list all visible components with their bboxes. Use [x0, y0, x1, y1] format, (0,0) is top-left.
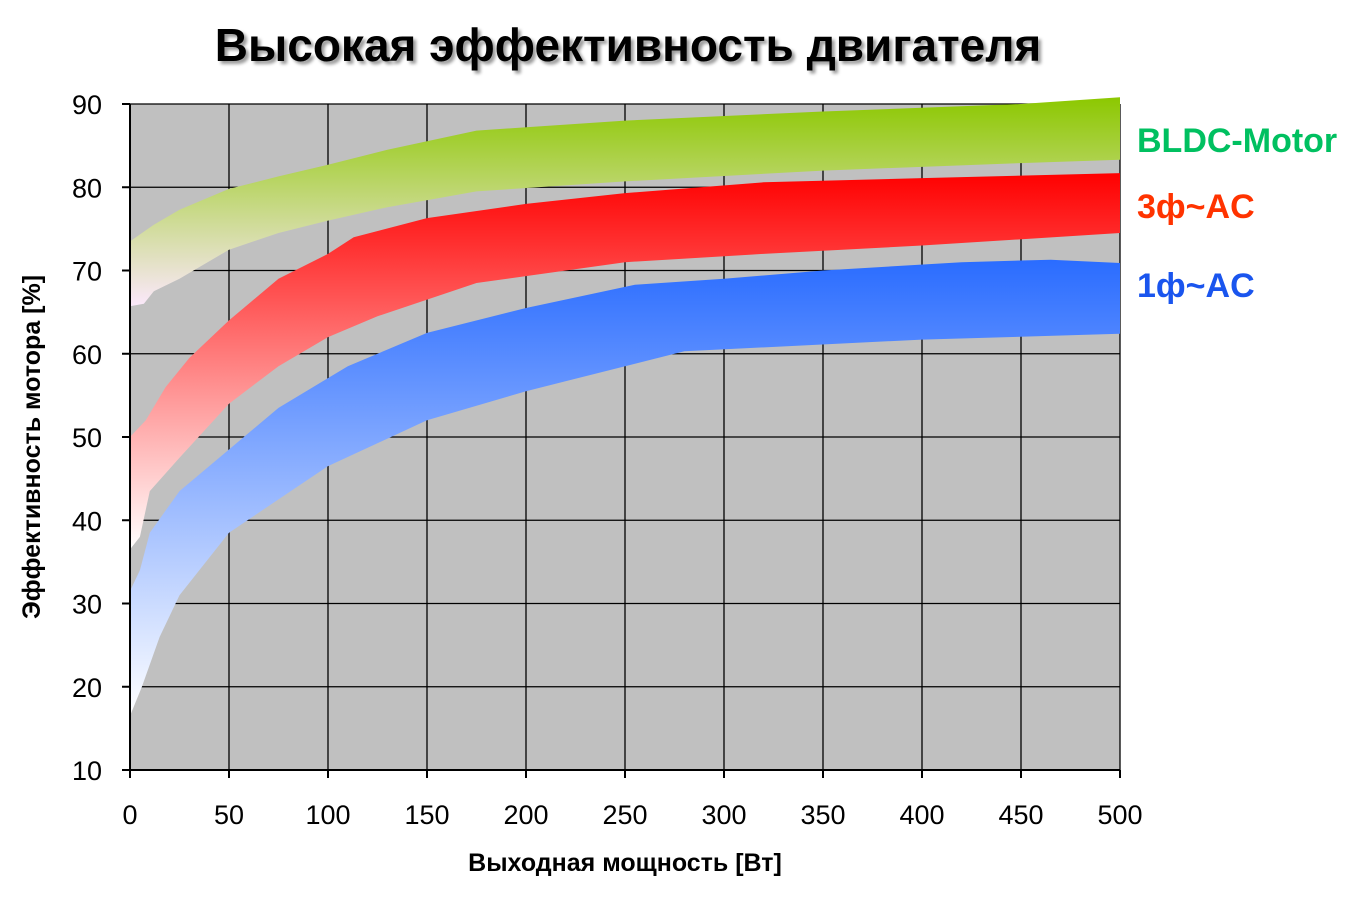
- y-tick-label: 60: [72, 340, 102, 370]
- series-label-2: 3ф~AC: [1137, 188, 1255, 226]
- series-band-2: [130, 173, 1120, 550]
- chart-title: Высокая эффективность двигателя: [214, 19, 1042, 71]
- x-tick-label: 50: [214, 800, 244, 830]
- x-tick-label: 200: [503, 800, 548, 830]
- y-tick-label: 20: [72, 673, 102, 703]
- axes: [122, 103, 1121, 778]
- series-band-1: [130, 97, 1120, 307]
- x-tick-label: 300: [701, 800, 746, 830]
- y-tick-label: 40: [72, 506, 102, 536]
- y-tick-label: 30: [72, 590, 102, 620]
- x-tick-label: 500: [1097, 800, 1142, 830]
- y-tick-label: 80: [72, 173, 102, 203]
- x-tick-label: 0: [122, 800, 137, 830]
- y-tick-label: 70: [72, 257, 102, 287]
- tick-labels: 0 50 100 150 200 250 300 350 400 450 500 10 20 30 40 50…: [72, 90, 1143, 830]
- y-tick-label: 50: [72, 423, 102, 453]
- x-tick-label: 250: [602, 800, 647, 830]
- x-tick-label: 150: [404, 800, 449, 830]
- series-band-3: [130, 259, 1120, 716]
- x-tick-label: 100: [305, 800, 350, 830]
- x-tick-label: 450: [998, 800, 1043, 830]
- x-axis-title: Выходная мощность [Вт]: [468, 849, 782, 877]
- x-tick-label: 350: [800, 800, 845, 830]
- y-axis-title: Эффективность мотора [%]: [18, 275, 46, 619]
- series-bands: [130, 97, 1120, 716]
- y-tick-label: 10: [72, 756, 102, 786]
- series-labels: BLDC-Motor 3ф~AC 1ф~AC: [1137, 122, 1337, 305]
- y-tick-label: 90: [72, 90, 102, 120]
- series-label-1: BLDC-Motor: [1137, 122, 1337, 160]
- series-label-3: 1ф~AC: [1137, 267, 1255, 305]
- x-tick-label: 400: [899, 800, 944, 830]
